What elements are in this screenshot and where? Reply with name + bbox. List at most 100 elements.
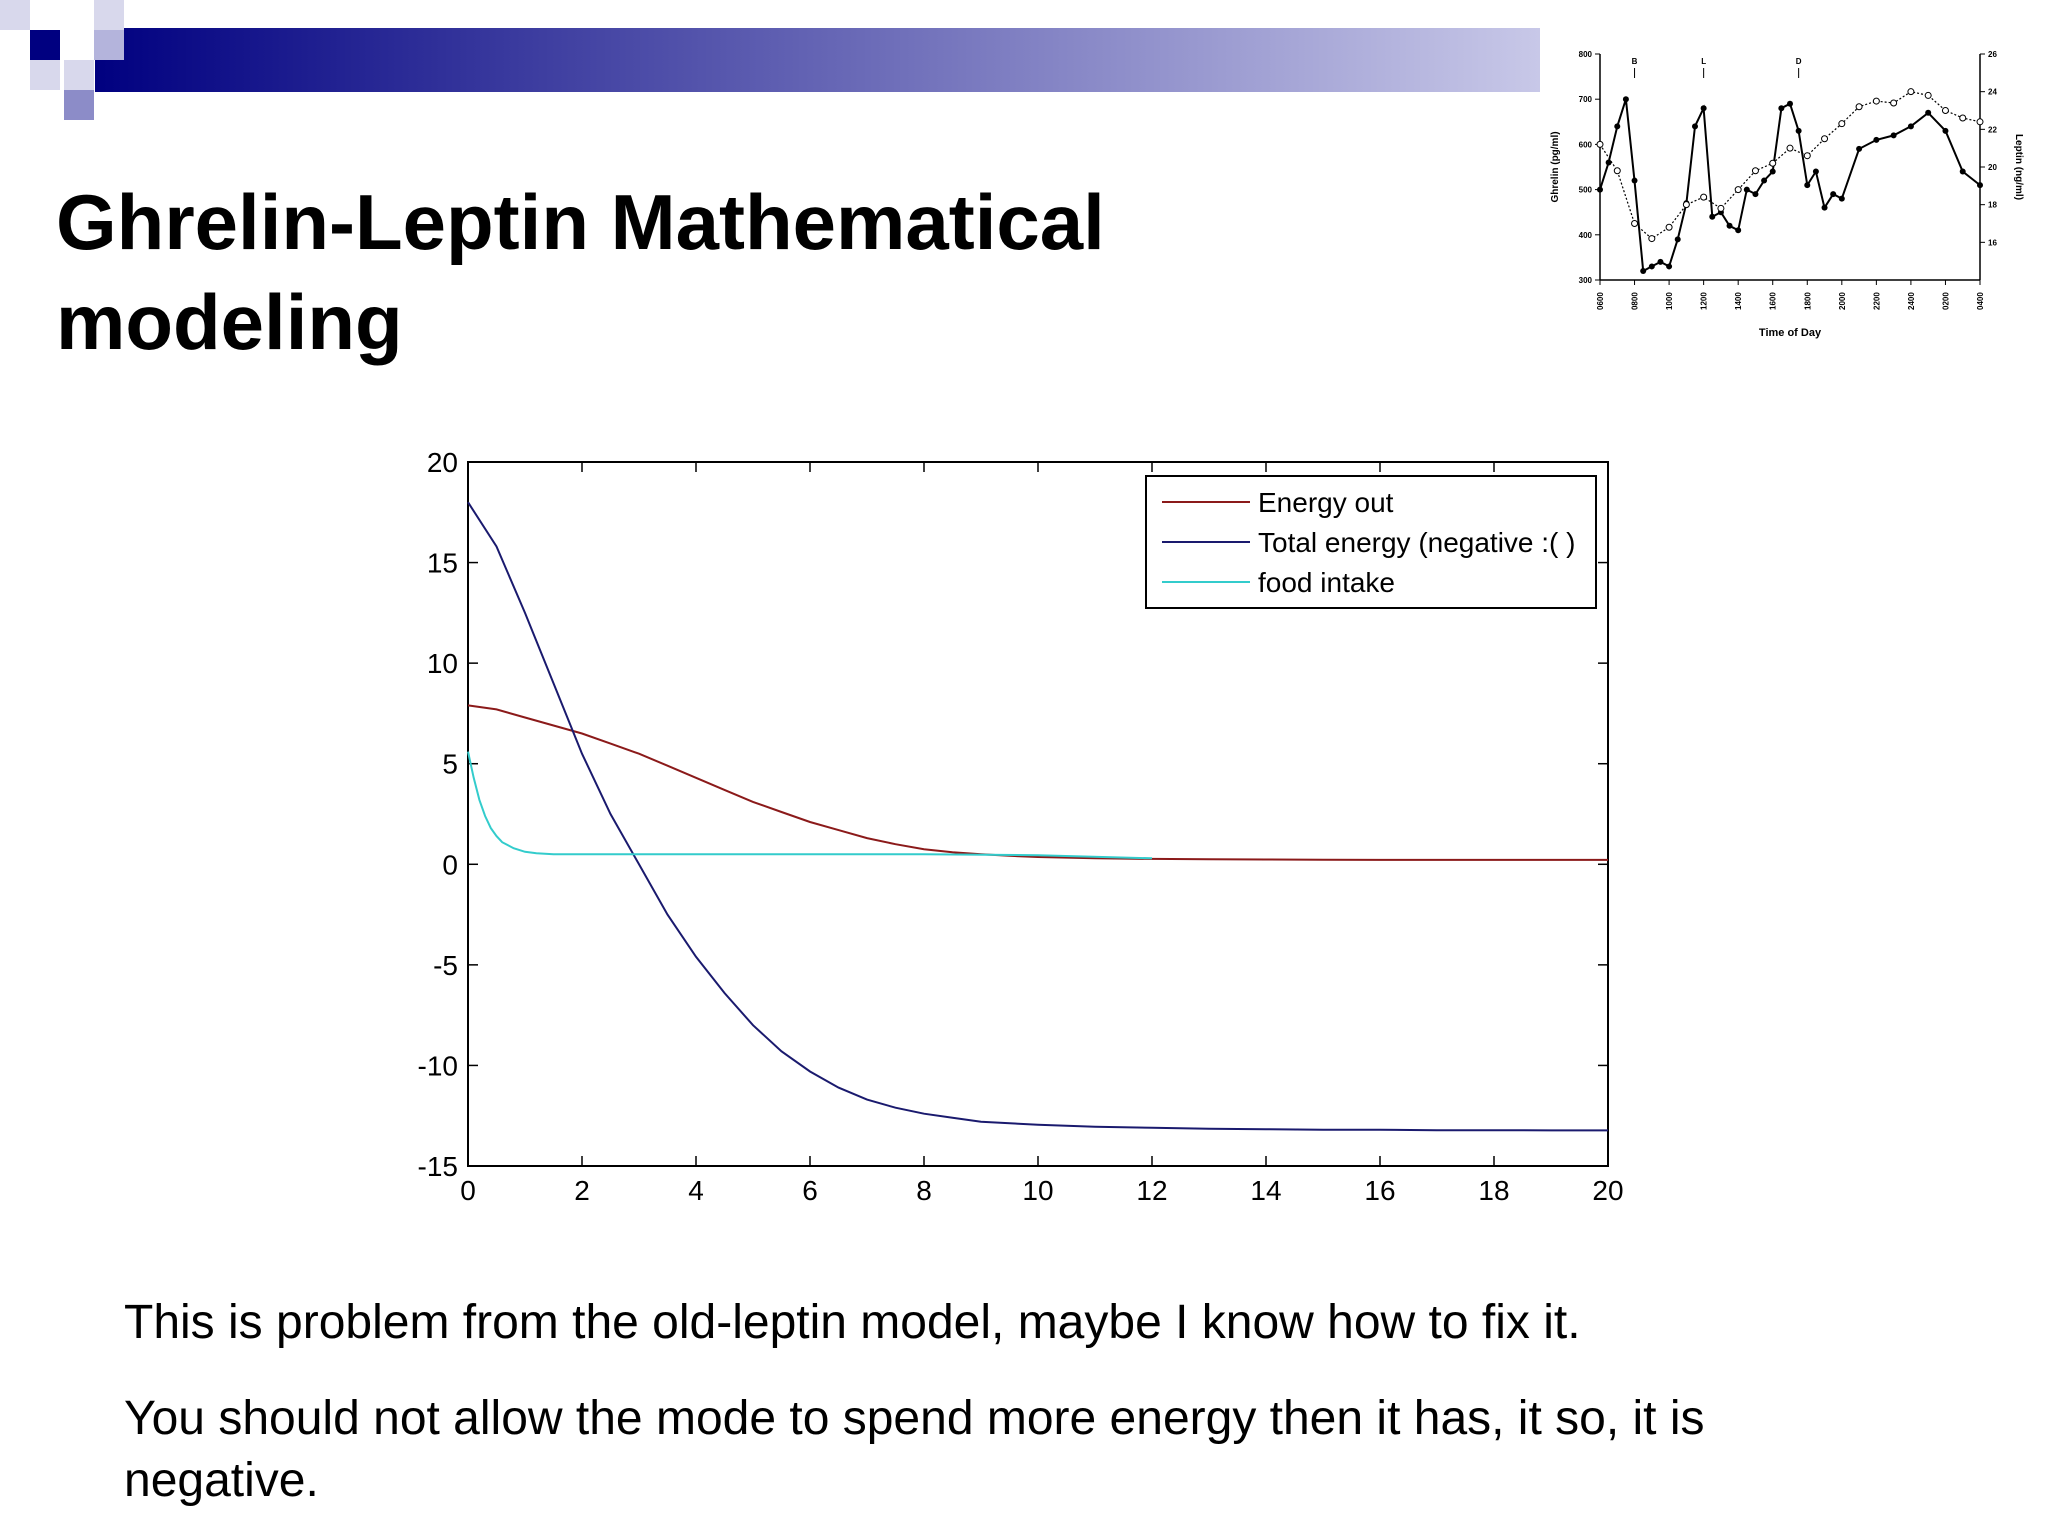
y-tick-label: 400 bbox=[1579, 231, 1593, 240]
leptin-point bbox=[1786, 144, 1794, 152]
x-tick-label: 1600 bbox=[1769, 292, 1778, 310]
ghrelin-point bbox=[1856, 145, 1863, 152]
x-tick-label: 10 bbox=[1022, 1175, 1053, 1206]
ghrelin-point bbox=[1752, 191, 1759, 198]
ghrelin-point bbox=[1795, 127, 1802, 134]
x-tick-label: 14 bbox=[1250, 1175, 1281, 1206]
energy-model-chart: 0 2 4 6 8 10 12 14 16 18 20 20 15 10 5 0 -5 -10 -15 Energy … bbox=[418, 447, 1624, 1206]
leptin-point bbox=[1734, 186, 1742, 194]
ghrelin-point bbox=[1812, 168, 1819, 175]
leptin-point bbox=[1596, 140, 1604, 148]
x-tick-label: 1800 bbox=[1803, 292, 1812, 310]
leptin-point bbox=[1976, 118, 1984, 126]
x-axis-label: Time of Day bbox=[1759, 327, 1822, 339]
ghrelin-point bbox=[1769, 168, 1776, 175]
ghrelin-point bbox=[1838, 195, 1845, 202]
ghrelin-point bbox=[1735, 227, 1742, 234]
ghrelin-point bbox=[1743, 186, 1750, 193]
leptin-point bbox=[1769, 159, 1777, 167]
x-tick-label: 1200 bbox=[1700, 292, 1709, 310]
y-tick-label: 0 bbox=[442, 849, 458, 880]
leptin-point bbox=[1631, 220, 1639, 227]
leptin-point bbox=[1700, 193, 1708, 201]
header-square bbox=[30, 60, 60, 90]
y-tick-label: -10 bbox=[418, 1050, 458, 1081]
y-tick-label: 800 bbox=[1579, 50, 1593, 59]
ghrelin-point bbox=[1942, 127, 1949, 134]
leptin-point bbox=[1890, 99, 1898, 107]
slide-title: Ghrelin-Leptin Mathematical modeling bbox=[56, 178, 1105, 366]
legend-label: food intake bbox=[1258, 567, 1395, 598]
ghrelin-point bbox=[1830, 191, 1837, 198]
series-line-3 bbox=[467, 751, 1153, 860]
leptin-point bbox=[1613, 167, 1621, 175]
x-tick-label: 2200 bbox=[1872, 292, 1881, 310]
y2-axis-label: Leptin (ng/ml) bbox=[2013, 134, 2024, 200]
x-tick-label: 4 bbox=[688, 1175, 704, 1206]
y-axis-label: Ghrelin (pg/ml) bbox=[1550, 131, 1561, 202]
ghrelin-point bbox=[1761, 177, 1768, 184]
x-tick-label: 0 bbox=[460, 1175, 476, 1206]
x-tick-label: 12 bbox=[1136, 1175, 1167, 1206]
paragraph-1: This is problem from the old-leptin mode… bbox=[124, 1296, 1581, 1349]
leptin-point bbox=[1872, 97, 1880, 105]
x-tick-label: 6 bbox=[802, 1175, 818, 1206]
legend-label: Total energy (negative :( ) bbox=[1258, 527, 1576, 558]
y-tick-label: 10 bbox=[427, 648, 458, 679]
ghrelin-point bbox=[1925, 109, 1932, 116]
ghrelin-point bbox=[1907, 123, 1914, 130]
header-decoration bbox=[0, 0, 1540, 120]
leptin-point bbox=[1665, 223, 1673, 231]
x-tick-label: 0200 bbox=[1941, 292, 1950, 310]
x-tick-label: 2000 bbox=[1838, 292, 1847, 310]
y2-tick-label: 18 bbox=[1988, 201, 1997, 210]
ghrelin-point bbox=[1692, 123, 1698, 130]
x-tick-label: 0600 bbox=[1596, 292, 1605, 310]
ghrelin-point bbox=[1821, 204, 1828, 211]
y-tick-label: -5 bbox=[433, 950, 458, 981]
y-tick-label: 15 bbox=[427, 548, 458, 579]
x-tick-label: 8 bbox=[916, 1175, 932, 1206]
ghrelin-leptin-inset-chart: 800 700 600 500 400 300 26 24 22 20 18 16 0600 0800 10… bbox=[1550, 50, 2024, 339]
ghrelin-point bbox=[1709, 213, 1716, 220]
ghrelin-point bbox=[1605, 159, 1612, 166]
legend-label: Energy out bbox=[1258, 487, 1394, 518]
leptin-point bbox=[1855, 103, 1863, 111]
paragraph-2: You should not allow the mode to spend m… bbox=[124, 1392, 1705, 1507]
y-tick-label: 600 bbox=[1579, 140, 1593, 149]
ghrelin-point bbox=[1700, 105, 1707, 112]
leptin-point bbox=[1838, 120, 1846, 128]
ghrelin-point bbox=[1631, 177, 1638, 184]
x-tick-label: 0800 bbox=[1631, 292, 1640, 310]
ghrelin-point bbox=[1804, 182, 1811, 189]
meal-annotation: D bbox=[1796, 57, 1802, 66]
header-square bbox=[94, 30, 124, 60]
ghrelin-point bbox=[1657, 258, 1664, 265]
leptin-point bbox=[1959, 114, 1967, 122]
series-line-1 bbox=[467, 704, 1608, 861]
ghrelin-point bbox=[1787, 100, 1793, 107]
ghrelin-point bbox=[1640, 267, 1647, 274]
leptin-point bbox=[1924, 91, 1932, 99]
ghrelin-point bbox=[1666, 263, 1673, 270]
ghrelin-point bbox=[1614, 123, 1621, 130]
ghrelin-point bbox=[1977, 182, 1983, 189]
ghrelin-point bbox=[1726, 222, 1733, 229]
y2-tick-label: 24 bbox=[1988, 88, 1997, 97]
header-square bbox=[94, 0, 124, 30]
leptin-point bbox=[1648, 235, 1656, 243]
header-square bbox=[0, 0, 30, 30]
y-tick-label: -15 bbox=[418, 1151, 458, 1182]
x-tick-label: 1000 bbox=[1665, 292, 1674, 310]
meal-annotation: L bbox=[1701, 57, 1706, 66]
y2-tick-label: 22 bbox=[1988, 125, 1997, 134]
ghrelin-point bbox=[1778, 105, 1785, 112]
leptin-point bbox=[1717, 204, 1725, 212]
leptin-line bbox=[1599, 91, 1981, 240]
x-tick-label: 18 bbox=[1478, 1175, 1509, 1206]
ghrelin-point bbox=[1674, 236, 1681, 243]
y-tick-label: 700 bbox=[1579, 95, 1593, 104]
y-tick-label: 5 bbox=[442, 749, 458, 780]
y-tick-label: 20 bbox=[427, 447, 458, 478]
leptin-point bbox=[1682, 201, 1690, 209]
